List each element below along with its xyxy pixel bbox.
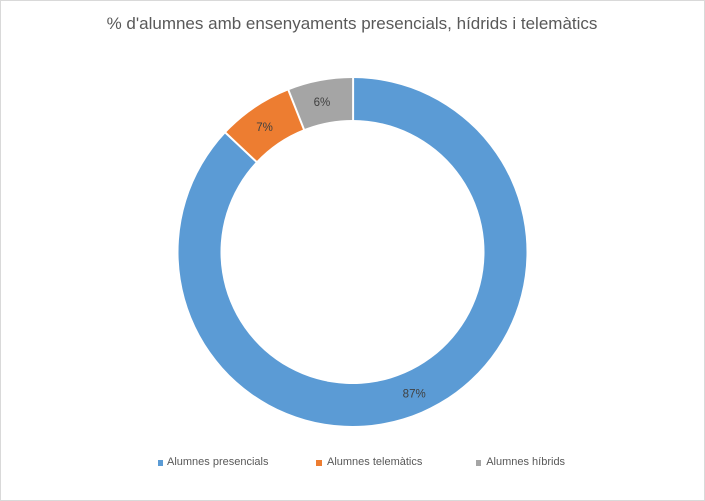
svg-text:87%: 87% xyxy=(403,389,426,401)
svg-text:6%: 6% xyxy=(314,97,331,109)
svg-text:7%: 7% xyxy=(256,122,273,134)
